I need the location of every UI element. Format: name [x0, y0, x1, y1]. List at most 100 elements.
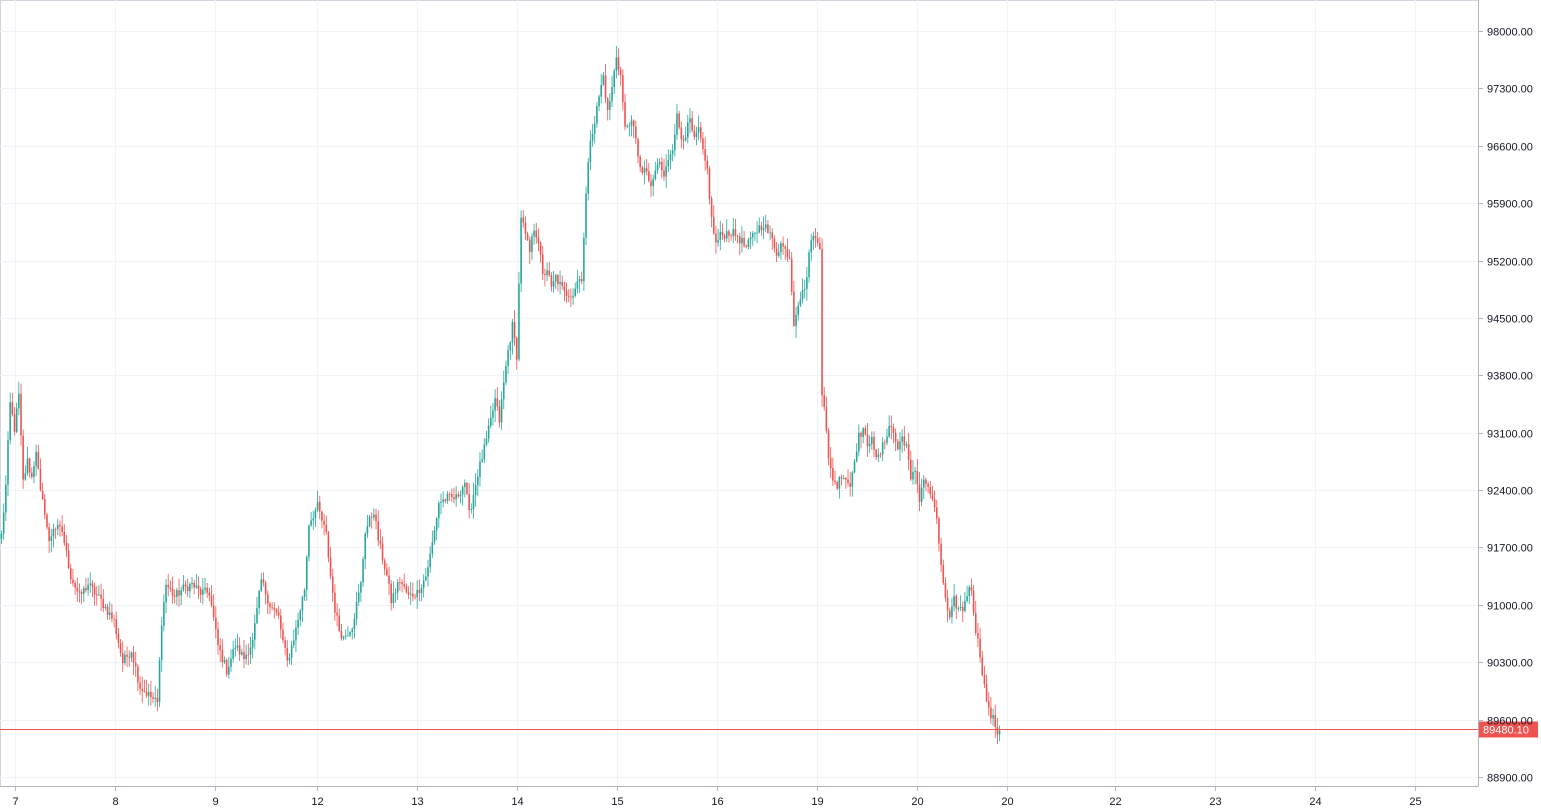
candle-body	[357, 592, 360, 603]
x-tick-label: 20	[1001, 796, 1013, 808]
candle	[897, 438, 899, 451]
candle	[546, 262, 548, 281]
candle	[825, 396, 828, 434]
candle	[158, 657, 161, 707]
candle-body	[873, 436, 875, 450]
candle-body	[412, 593, 414, 597]
candle	[860, 431, 862, 449]
candle	[119, 638, 122, 657]
candle	[671, 144, 674, 162]
candle-body	[208, 592, 211, 596]
y-tick-label: 93800.00	[1487, 371, 1533, 383]
candle-body	[966, 596, 968, 602]
candle	[754, 231, 756, 242]
candle-body	[626, 126, 628, 127]
candle	[645, 158, 648, 176]
candle-body	[284, 640, 286, 648]
candle	[864, 425, 867, 436]
candle-body	[121, 652, 124, 664]
candle-body	[180, 590, 182, 596]
candle-body	[117, 633, 120, 643]
candle	[946, 589, 949, 623]
candle	[35, 444, 37, 476]
candle-body	[617, 57, 620, 70]
candle	[321, 510, 323, 529]
candle	[69, 563, 72, 584]
candle	[823, 386, 825, 411]
candle-body	[892, 427, 895, 433]
candle-body	[104, 606, 107, 608]
candle	[862, 427, 864, 444]
candle	[810, 233, 813, 262]
candle-body	[983, 675, 986, 685]
candle	[630, 115, 633, 137]
candle-body	[154, 697, 157, 699]
candle	[544, 268, 546, 287]
candle-body	[782, 243, 784, 247]
candle-body	[321, 511, 323, 521]
candle	[470, 503, 473, 514]
candle	[128, 650, 131, 667]
candle-body	[396, 582, 399, 593]
candle-body	[35, 451, 37, 467]
candle-body	[474, 485, 477, 496]
candle	[11, 392, 14, 417]
candle	[500, 391, 503, 430]
candle	[254, 614, 256, 650]
candle	[464, 479, 466, 498]
candle-body	[669, 154, 672, 161]
candle-body	[477, 476, 479, 486]
candle	[28, 457, 31, 478]
candle	[325, 515, 328, 535]
candle-body	[734, 229, 737, 236]
candle-body	[842, 477, 845, 479]
candle	[515, 336, 518, 370]
candle	[457, 491, 460, 499]
candle	[892, 423, 895, 444]
candle	[429, 546, 431, 573]
candle-body	[942, 564, 945, 583]
candle-body	[972, 590, 975, 614]
candle-body	[438, 503, 440, 519]
candle-body	[336, 612, 338, 616]
candle	[539, 241, 542, 263]
candle	[587, 157, 590, 201]
candle	[251, 632, 254, 659]
candle-body	[275, 609, 278, 613]
candle	[344, 629, 347, 640]
candle	[695, 126, 698, 146]
candle	[682, 135, 685, 150]
candle-body	[951, 606, 953, 618]
candle-body	[933, 499, 936, 508]
candle-body	[145, 691, 148, 696]
candle-body	[803, 289, 806, 290]
candle	[693, 125, 696, 141]
candle	[355, 591, 358, 626]
candle-body	[202, 589, 204, 595]
candle-body	[771, 232, 774, 239]
candle	[769, 225, 771, 241]
candle-body	[974, 613, 977, 633]
candle	[241, 648, 243, 656]
candle	[715, 225, 717, 254]
candle-body	[489, 417, 492, 426]
candle-body	[126, 654, 128, 657]
candle	[678, 110, 680, 130]
candle	[360, 580, 362, 602]
candle-body	[243, 652, 245, 660]
candle-body	[316, 501, 319, 511]
candle-body	[563, 286, 566, 291]
candle	[606, 97, 609, 121]
candle-body	[784, 246, 787, 249]
candle	[405, 583, 408, 594]
candle	[93, 582, 96, 606]
candle-body	[704, 149, 706, 161]
candle-body	[375, 514, 377, 522]
candle	[639, 154, 641, 173]
candle-body	[230, 658, 232, 667]
candle-body	[598, 96, 600, 107]
candle-body	[931, 494, 934, 500]
